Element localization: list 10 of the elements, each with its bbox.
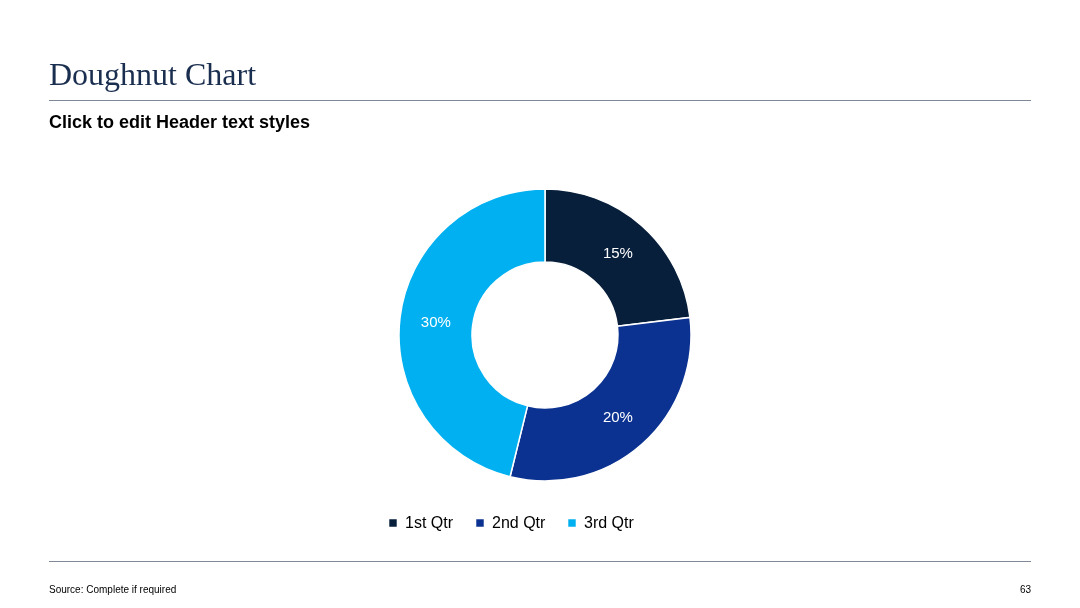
text: Click to edit Header text styles	[49, 112, 311, 133]
chart-title: Doughnut Chart	[49, 56, 257, 93]
data-label: 30%	[420, 312, 451, 330]
legend-label: 3rd Qtr	[584, 514, 635, 531]
data-label: 20%	[602, 408, 633, 426]
source-note: Source: Complete if required	[49, 584, 177, 595]
legend-label: 2nd Qtr	[492, 514, 547, 531]
text: 63	[1019, 584, 1031, 595]
legend-label: 1st Qtr	[405, 514, 454, 531]
data-label: 15%	[602, 243, 633, 261]
